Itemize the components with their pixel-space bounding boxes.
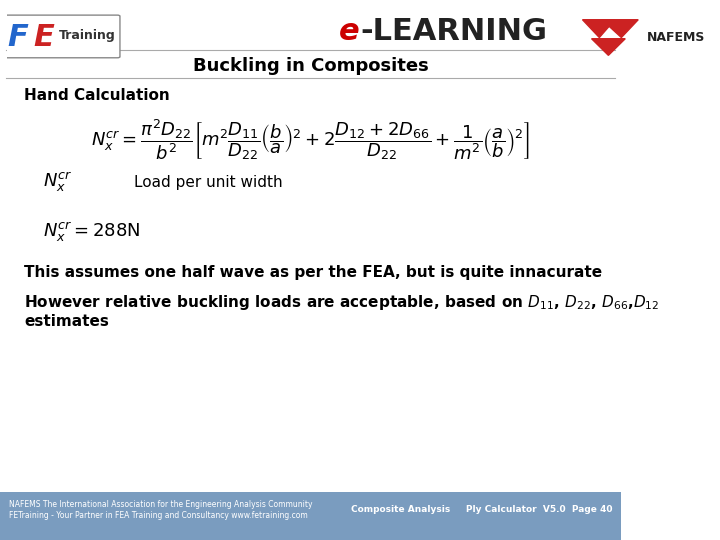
Text: -LEARNING: -LEARNING — [360, 17, 547, 46]
Text: $N_x^{cr} = \dfrac{\pi^2 D_{22}}{b^2}\left[ m^2 \dfrac{D_{11}}{D_{22}}\left(\dfr: $N_x^{cr} = \dfrac{\pi^2 D_{22}}{b^2}\le… — [91, 118, 530, 163]
Text: However relative buckling loads are acceptable, based on $D_{11}$, $D_{22}$, $D_: However relative buckling loads are acce… — [24, 293, 660, 312]
Text: NAFEMS: NAFEMS — [647, 31, 706, 44]
Text: estimates: estimates — [24, 314, 109, 329]
Text: E: E — [33, 23, 54, 52]
Text: Load per unit width: Load per unit width — [134, 174, 282, 190]
Polygon shape — [582, 19, 615, 37]
Text: e: e — [339, 17, 360, 46]
Text: Composite Analysis     Ply Calculator  V5.0  Page 40: Composite Analysis Ply Calculator V5.0 P… — [351, 505, 612, 515]
Text: Buckling in Composites: Buckling in Composites — [192, 57, 428, 75]
Text: F: F — [7, 23, 28, 52]
Text: $N_x^{cr}$: $N_x^{cr}$ — [43, 170, 73, 194]
Text: NAFEMS The International Association for the Engineering Analysis Community
FETr: NAFEMS The International Association for… — [9, 500, 312, 519]
Text: $N_x^{cr} = 288\mathrm{N}$: $N_x^{cr} = 288\mathrm{N}$ — [43, 220, 140, 244]
Text: Hand Calculation: Hand Calculation — [24, 87, 170, 103]
Text: This assumes one half wave as per the FEA, but is quite innacurate: This assumes one half wave as per the FE… — [24, 265, 602, 280]
Polygon shape — [592, 39, 625, 55]
Text: Training: Training — [59, 29, 116, 42]
Polygon shape — [602, 19, 638, 37]
FancyBboxPatch shape — [0, 492, 621, 540]
FancyBboxPatch shape — [4, 15, 120, 58]
